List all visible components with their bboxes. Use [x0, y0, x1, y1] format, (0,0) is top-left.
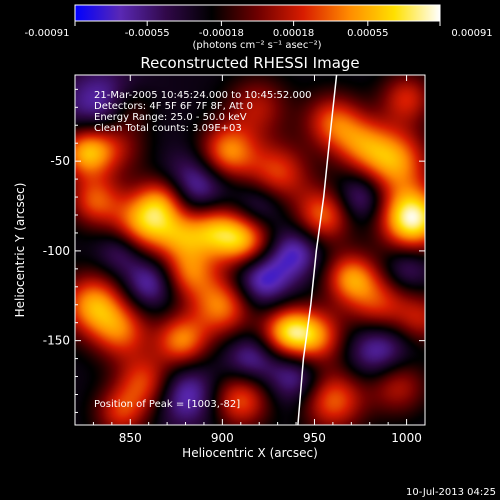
x-tick-label: 1000 — [391, 431, 422, 445]
annotation-line: 21-Mar-2005 10:45:24.000 to 10:45:52.000 — [94, 90, 312, 101]
colorbar-tick-label: 0.00055 — [347, 28, 388, 39]
annotation-line: Detectors: 4F 5F 6F 7F 8F, Att 0 — [94, 101, 253, 112]
plot-frame — [74, 74, 426, 426]
x-axis: 850 900 950 1000 — [92, 75, 426, 445]
solar-limb-curve — [297, 75, 338, 425]
x-axis-label: Heliocentric X (arcsec) — [182, 446, 318, 460]
colorbar-tick-label: -0.00018 — [199, 28, 244, 39]
colorbar-gradient — [74, 4, 441, 22]
annotation-line: Clean Total counts: 3.09E+03 — [94, 123, 242, 134]
y-tick-label: -100 — [43, 244, 70, 258]
heatmap-image — [75, 75, 425, 425]
colorbar-tick-label: 0.00018 — [273, 28, 314, 39]
colorbar-unit-label: (photons cm⁻² s⁻¹ asec⁻²) — [192, 40, 321, 51]
chart-title: Reconstructed RHESSI Image — [140, 54, 359, 72]
x-tick-label: 850 — [119, 431, 142, 445]
info-annotations: 21-Mar-2005 10:45:24.000 to 10:45:52.000… — [94, 90, 312, 134]
y-tick-label: -150 — [43, 334, 70, 348]
y-axis-label: Heliocentric Y (arcsec) — [13, 183, 27, 318]
y-axis: -50 -100 -150 — [43, 88, 425, 413]
x-tick-label: 950 — [303, 431, 326, 445]
colorbar: -0.00091 -0.00055 -0.00018 0.00018 0.00055 0.… — [25, 4, 493, 51]
colorbar-tick-label: -0.00091 — [25, 28, 70, 39]
colorbar-tick-label: 0.00091 — [451, 28, 492, 39]
colorbar-tick-label: -0.00055 — [125, 28, 170, 39]
x-tick-label: 900 — [211, 431, 234, 445]
y-tick-label: -50 — [50, 154, 70, 168]
peak-position-label: Position of Peak = [1003,-82] — [94, 399, 240, 410]
footer-date: 10-Jul-2013 04:25 — [406, 487, 496, 498]
annotation-line: Energy Range: 25.0 - 50.0 keV — [94, 112, 247, 123]
